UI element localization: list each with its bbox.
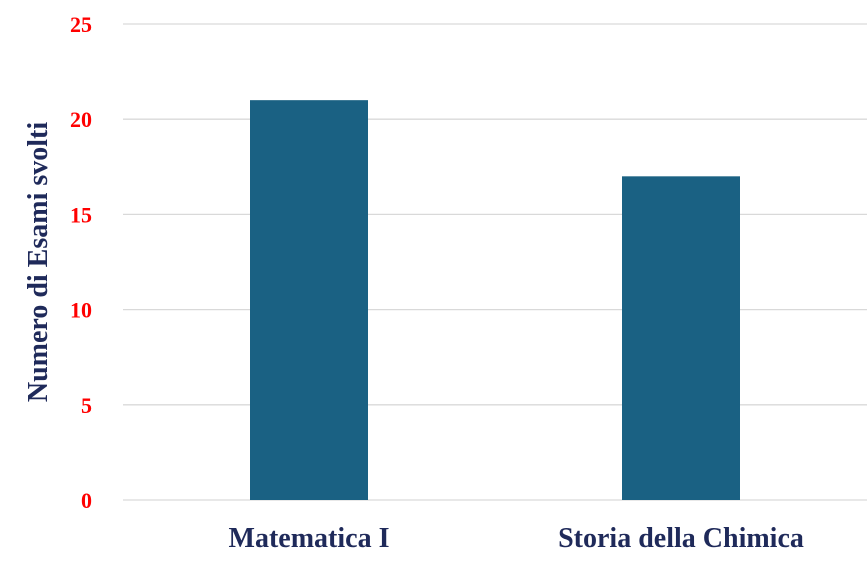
x-category-label: Matematica I [229,523,390,554]
y-tick-label: 15 [70,202,92,227]
y-tick-labels: 0 5 10 15 20 25 [70,12,92,513]
y-tick-label: 0 [81,488,92,513]
y-tick-label: 5 [81,393,92,418]
bars [250,100,740,500]
x-category-label: Storia della Chimica [558,523,804,554]
y-tick-label: 25 [70,12,92,37]
y-tick-label: 20 [70,107,92,132]
bar [622,176,740,500]
y-axis-title: Numero di Esami svolti [23,122,54,402]
x-category-labels: Matematica I Storia della Chimica [229,523,804,554]
grid-lines [123,23,867,501]
bar [250,100,368,500]
y-tick-label: 10 [70,298,92,323]
